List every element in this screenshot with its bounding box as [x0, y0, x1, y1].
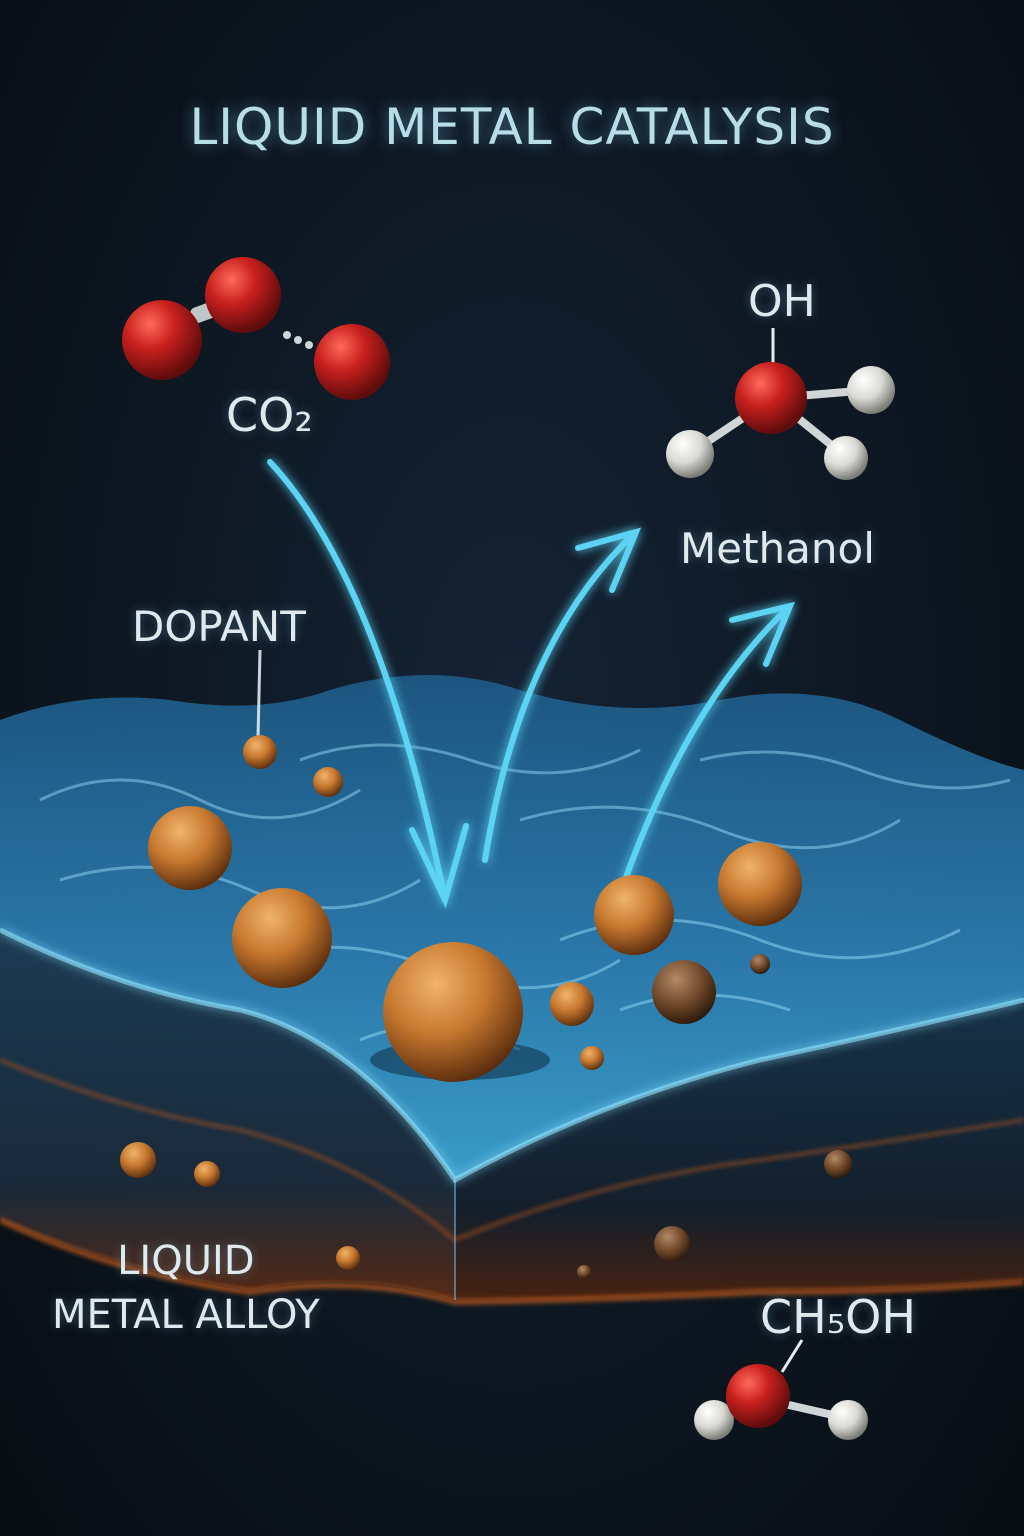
- embedded-droplet: [336, 1246, 360, 1270]
- embedded-droplet: [577, 1265, 591, 1279]
- product-outflow-arrow-2: [622, 603, 793, 883]
- co2-label: CO₂: [226, 388, 313, 442]
- flow-arrows: [267, 459, 796, 909]
- methanol-molecule: [666, 328, 895, 480]
- diagram-title: LIQUID METAL CATALYSIS: [189, 98, 835, 156]
- surface-glow-edge: [0, 927, 1024, 1184]
- dopant-droplet: [652, 960, 716, 1024]
- dopant-droplet: [580, 1046, 604, 1070]
- hydrogen-atom: [694, 1400, 734, 1440]
- alloy-label-line-2: METAL ALLOY: [52, 1292, 320, 1338]
- dopant-leader-line: [256, 649, 262, 739]
- carbon-atom: [205, 257, 281, 333]
- oxygen-atom: [726, 1364, 790, 1428]
- dopant-droplet: [550, 982, 594, 1026]
- formula-label: CH₅OH: [760, 1290, 916, 1344]
- embedded-droplets: [120, 1142, 852, 1279]
- dopant-droplet: [313, 767, 343, 797]
- dopant-droplet: [243, 735, 277, 769]
- dopant-label: DOPANT: [132, 602, 306, 651]
- alloy-slab-left-face: [0, 930, 455, 1300]
- co2-molecule: [122, 257, 390, 400]
- hydrogen-atom: [666, 430, 714, 478]
- oxygen-atom: [735, 362, 807, 434]
- dopant-droplet: [148, 806, 232, 890]
- embedded-droplet: [654, 1226, 690, 1262]
- dopant-droplet: [750, 954, 770, 974]
- hydrogen-atom: [847, 366, 895, 414]
- embedded-droplet: [824, 1150, 852, 1178]
- liquid-metal-alloy-label: LIQUID METAL ALLOY: [52, 1234, 320, 1342]
- alloy-side-edge: [0, 1058, 1024, 1243]
- bond-dot: [305, 341, 313, 349]
- liquid-surface: [0, 675, 1024, 1180]
- co2-inflow-arrowhead: [409, 823, 469, 909]
- bond-dot: [283, 331, 291, 339]
- dopant-droplet-large: [383, 942, 523, 1082]
- water-like-molecule: [694, 1339, 868, 1440]
- product-outflow-arrowhead-2: [729, 601, 796, 667]
- embedded-droplet: [120, 1142, 156, 1178]
- alloy-bottom-edge: [0, 1217, 1024, 1306]
- methanol-label: Methanol: [680, 524, 875, 573]
- alloy-slab-right-face: [455, 1000, 1024, 1300]
- bond-dot: [294, 336, 302, 344]
- product-outflow-arrowhead-1: [575, 527, 642, 593]
- oh-label: OH: [748, 276, 816, 327]
- co2-inflow-arrow: [267, 459, 448, 903]
- dopant-droplet: [594, 875, 674, 955]
- oxygen-atom: [122, 300, 202, 380]
- dopant-droplets: [148, 735, 802, 1082]
- hydrogen-atom: [824, 436, 868, 480]
- dopant-droplet: [718, 842, 802, 926]
- embedded-droplet: [194, 1161, 220, 1187]
- alloy-label-line-1: LIQUID: [117, 1238, 255, 1284]
- oxygen-atom: [314, 324, 390, 400]
- product-outflow-arrow-1: [482, 529, 639, 863]
- dopant-droplet: [232, 888, 332, 988]
- hydrogen-atom: [828, 1400, 868, 1440]
